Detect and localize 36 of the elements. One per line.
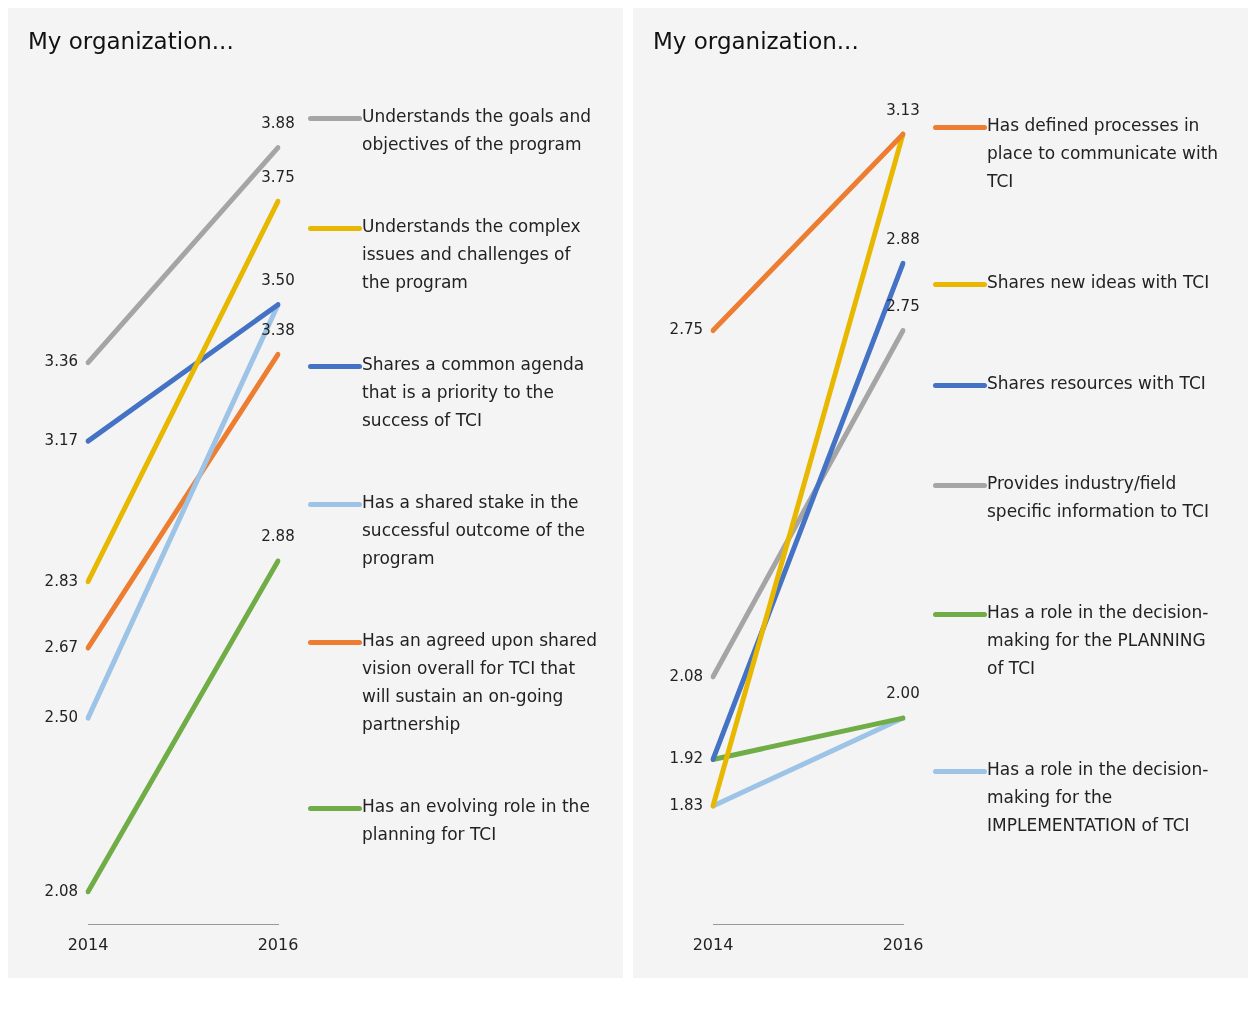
legend-label: Provides industry/field specific information to TCI — [987, 472, 1210, 524]
data-label: 2.08 — [44, 881, 78, 900]
data-label: 2.83 — [44, 571, 78, 590]
legend-label: Has an agreed upon shared vision overall for TCI that will sustain an on-going partnership — [362, 629, 598, 736]
legend-label: Has a role in the decision-making for the PLANNING of TCI — [987, 600, 1210, 680]
data-label: 3.75 — [261, 167, 295, 186]
legend-label: Shares a common agenda that is a priority to the success of TCI — [362, 353, 586, 432]
x-tick-label: 2016 — [882, 934, 924, 954]
data-label: 3.13 — [886, 100, 920, 119]
data-label: 1.83 — [669, 795, 703, 814]
chart-title: My organization... — [28, 28, 235, 54]
chart-title: My organization... — [653, 28, 860, 54]
data-label: 2.75 — [669, 320, 703, 339]
legend-label: Shares resources with TCI — [987, 371, 1206, 395]
data-label: 2.67 — [44, 637, 78, 656]
legend-label: Has an evolving role in the planning for TCI — [362, 795, 591, 846]
x-tick-label: 2014 — [67, 934, 109, 954]
data-label: 2.08 — [669, 666, 703, 685]
data-label: 2.88 — [886, 229, 920, 248]
legend-label: Has a shared stake in the successful outcome of the program — [362, 491, 587, 570]
data-label: 3.36 — [44, 352, 78, 371]
data-label: 2.88 — [261, 527, 295, 546]
data-label: 3.17 — [44, 431, 78, 450]
legend-label: Understands the goals and objectives of the program — [362, 105, 593, 156]
legend-label: Has a role in the decision-making for the IMPLEMENTATION of TCI — [987, 757, 1210, 837]
x-tick-label: 2014 — [692, 934, 734, 954]
data-label: 1.92 — [669, 749, 703, 768]
data-label: 3.88 — [261, 114, 295, 132]
legend-label: Understands the complex issues and challenges of the program — [362, 215, 582, 294]
legend-label: Has defined processes in place to communicate with TCI — [987, 114, 1220, 194]
x-tick-label: 2016 — [257, 934, 299, 954]
data-label: 3.50 — [261, 271, 295, 290]
legend-label: Shares new ideas with TCI — [987, 271, 1210, 294]
data-label: 2.00 — [886, 684, 920, 703]
data-label: 3.38 — [261, 320, 295, 339]
data-label: 2.50 — [44, 707, 78, 726]
